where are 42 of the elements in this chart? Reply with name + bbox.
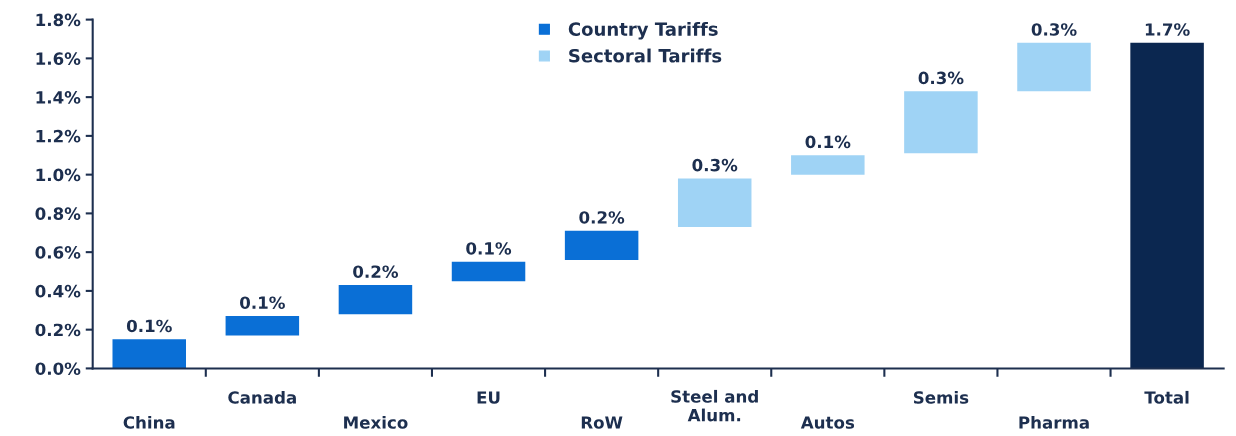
bar	[451, 261, 526, 282]
x-tick-label: Canada	[228, 390, 296, 404]
y-tick-label: 0.6%	[35, 246, 81, 259]
y-tick-label: 1.0%	[36, 168, 81, 182]
x-tick-label: Pharma	[1019, 415, 1089, 429]
data-label: 0.1%	[805, 135, 851, 149]
data-label: 0.1%	[126, 319, 172, 333]
bar	[1017, 42, 1091, 92]
data-label: 0.1%	[240, 296, 285, 309]
data-label: 0.3%	[1031, 23, 1077, 36]
data-label: 0.3%	[692, 158, 738, 172]
bar	[904, 91, 978, 154]
bar	[677, 178, 752, 227]
y-tick-label: 0.4%	[35, 284, 81, 298]
legend-label: Country Tariffs	[568, 21, 718, 40]
bar	[564, 230, 639, 260]
x-tick-label: China	[123, 415, 175, 429]
x-tick-label: Autos	[800, 416, 855, 429]
x-tick-label: Steel and Alum.	[671, 389, 758, 422]
bar	[112, 339, 186, 369]
x-tick-label: Total	[1144, 390, 1189, 404]
y-tick-label: 1.6%	[36, 52, 81, 65]
x-tick-label: Semis	[913, 390, 969, 404]
y-tick-label: 0.2%	[35, 323, 81, 337]
y-tick-label: 0.0%	[35, 362, 81, 375]
legend-label: Sectoral Tariffs	[569, 48, 722, 63]
data-label: 0.3%	[918, 71, 964, 85]
bar	[225, 316, 300, 336]
data-label: 0.1%	[466, 242, 512, 255]
x-tick-label: EU	[477, 391, 500, 404]
bar	[791, 155, 865, 175]
x-tick-label: RoW	[581, 416, 623, 429]
y-tick-label: 1.8%	[36, 13, 81, 27]
bar	[338, 285, 413, 315]
y-tick-label: 0.8%	[35, 207, 81, 220]
data-label: 1.7%	[1145, 23, 1190, 36]
x-tick-label: Mexico	[344, 415, 408, 429]
data-label: 0.2%	[579, 211, 625, 224]
bar	[1130, 42, 1204, 369]
y-tick-label: 1.2%	[36, 129, 81, 143]
y-tick-label: 1.4%	[36, 91, 81, 104]
data-label: 0.2%	[353, 265, 399, 278]
